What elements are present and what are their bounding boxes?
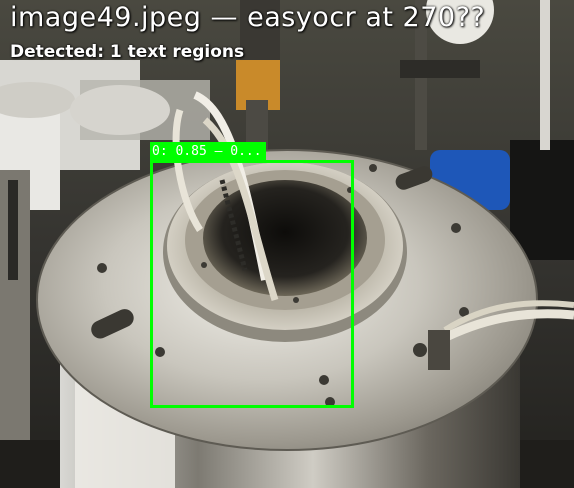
- overlay-title: image49.jpeg — easyocr at 270??: [10, 2, 486, 33]
- detection-summary: Detected: 1 text regions: [10, 42, 245, 62]
- detection-box: [150, 160, 354, 408]
- detection-label: 0: 0.85 — 0...: [150, 142, 266, 161]
